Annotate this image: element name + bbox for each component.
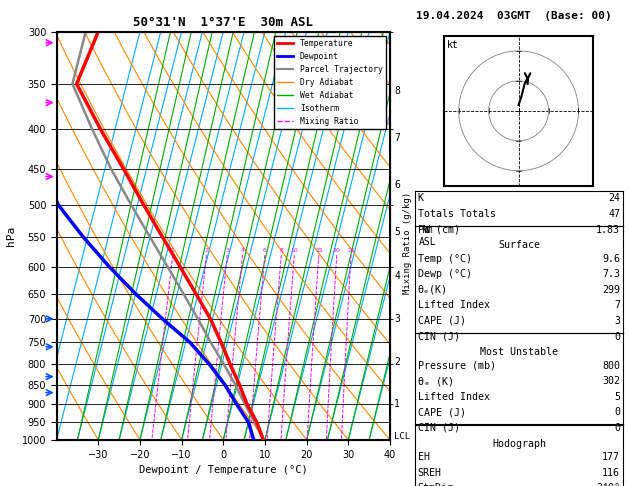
Text: PW (cm): PW (cm)	[418, 225, 460, 235]
Text: 2: 2	[394, 357, 400, 367]
Text: 0: 0	[614, 423, 620, 433]
Text: LCL: LCL	[394, 432, 410, 441]
Text: 6: 6	[263, 248, 267, 253]
Title: 50°31'N  1°37'E  30m ASL: 50°31'N 1°37'E 30m ASL	[133, 16, 313, 29]
Text: 5: 5	[614, 392, 620, 402]
Text: 3: 3	[614, 316, 620, 326]
Text: 20: 20	[333, 248, 341, 253]
Text: 47: 47	[608, 209, 620, 219]
Text: Totals Totals: Totals Totals	[418, 209, 496, 219]
Text: K: K	[418, 193, 424, 204]
Text: 7: 7	[614, 300, 620, 311]
Text: 19.04.2024  03GMT  (Base: 00): 19.04.2024 03GMT (Base: 00)	[416, 11, 612, 21]
Text: 10: 10	[291, 248, 298, 253]
Text: 4: 4	[394, 271, 400, 281]
Text: 302: 302	[602, 376, 620, 386]
Text: Lifted Index: Lifted Index	[418, 392, 489, 402]
Text: 7: 7	[394, 133, 400, 143]
Text: StmDir: StmDir	[418, 483, 454, 486]
Text: 1.83: 1.83	[596, 225, 620, 235]
Text: 1: 1	[394, 399, 400, 409]
Text: Dewp (°C): Dewp (°C)	[418, 269, 472, 279]
Text: Pressure (mb): Pressure (mb)	[418, 361, 496, 371]
Text: 177: 177	[602, 452, 620, 462]
Y-axis label: hPa: hPa	[6, 226, 16, 246]
Text: 8: 8	[394, 86, 400, 96]
Text: 9.6: 9.6	[602, 254, 620, 264]
Text: CIN (J): CIN (J)	[418, 423, 460, 433]
Text: CAPE (J): CAPE (J)	[418, 407, 465, 417]
Text: 3: 3	[225, 248, 229, 253]
Text: 0: 0	[614, 331, 620, 342]
X-axis label: Dewpoint / Temperature (°C): Dewpoint / Temperature (°C)	[139, 465, 308, 475]
Text: 25: 25	[347, 248, 355, 253]
Text: 340°: 340°	[596, 483, 620, 486]
Text: 1: 1	[171, 248, 175, 253]
Text: 7.3: 7.3	[602, 269, 620, 279]
Y-axis label: km
ASL: km ASL	[419, 225, 437, 246]
Text: 8: 8	[279, 248, 283, 253]
Text: Lifted Index: Lifted Index	[418, 300, 489, 311]
Text: 2: 2	[204, 248, 208, 253]
Text: θₑ (K): θₑ (K)	[418, 376, 454, 386]
Text: Hodograph: Hodograph	[492, 438, 546, 449]
Text: 3: 3	[394, 314, 400, 324]
Text: Mixing Ratio (g/kg): Mixing Ratio (g/kg)	[403, 192, 412, 294]
Legend: Temperature, Dewpoint, Parcel Trajectory, Dry Adiabat, Wet Adiabat, Isotherm, Mi: Temperature, Dewpoint, Parcel Trajectory…	[274, 35, 386, 129]
Text: 5: 5	[394, 226, 400, 237]
Text: 116: 116	[602, 468, 620, 478]
Text: Most Unstable: Most Unstable	[480, 347, 558, 357]
Text: Temp (°C): Temp (°C)	[418, 254, 472, 264]
Text: 299: 299	[602, 285, 620, 295]
Text: 15: 15	[315, 248, 323, 253]
Text: θₑ(K): θₑ(K)	[418, 285, 448, 295]
Text: CIN (J): CIN (J)	[418, 331, 460, 342]
Text: kt: kt	[447, 40, 459, 51]
Text: CAPE (J): CAPE (J)	[418, 316, 465, 326]
Text: 6: 6	[394, 180, 400, 190]
Text: EH: EH	[418, 452, 430, 462]
Text: 24: 24	[608, 193, 620, 204]
Text: Surface: Surface	[498, 240, 540, 250]
Text: 4: 4	[240, 248, 245, 253]
Text: 0: 0	[614, 407, 620, 417]
Text: 800: 800	[602, 361, 620, 371]
Text: SREH: SREH	[418, 468, 442, 478]
